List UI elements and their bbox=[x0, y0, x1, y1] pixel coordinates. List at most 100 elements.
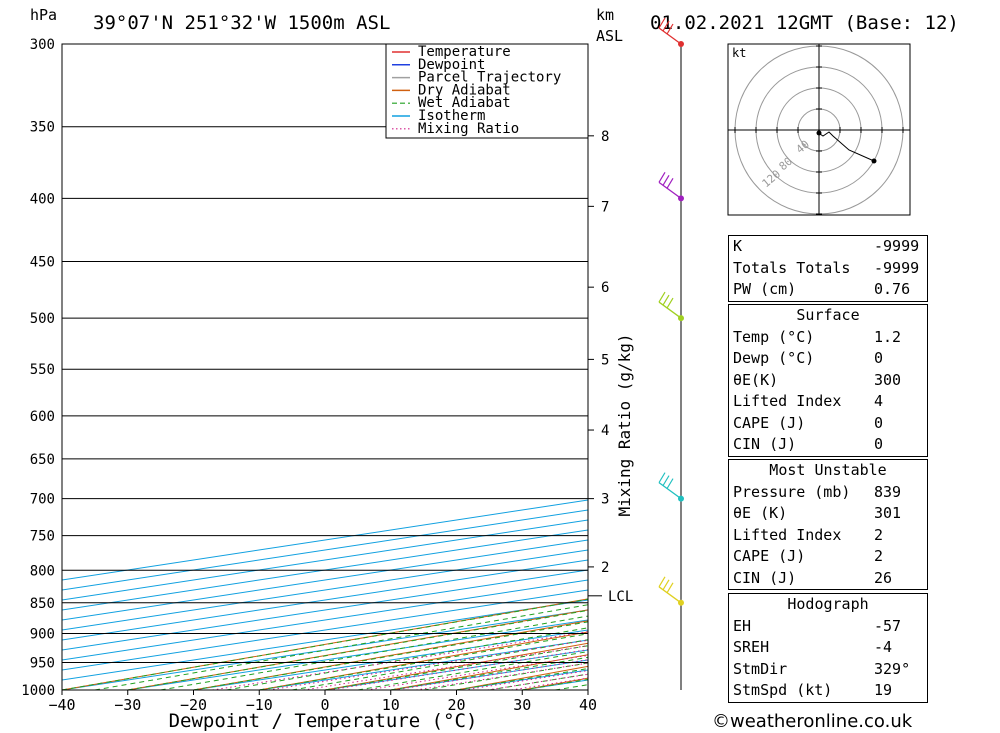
index-row: CAPE (J) 0 bbox=[729, 413, 927, 435]
legend-box bbox=[385, 43, 589, 139]
index-value: 2 bbox=[874, 525, 884, 544]
pressure-tick-label: 750 bbox=[30, 529, 55, 545]
plot-frame bbox=[61, 43, 589, 691]
isotherm-line bbox=[62, 559, 588, 641]
index-label: CIN (J) bbox=[733, 568, 797, 587]
index-label: StmSpd (kt) bbox=[733, 681, 833, 699]
wet-adiabat-line bbox=[193, 621, 588, 690]
lcl-label: LCL bbox=[608, 589, 633, 605]
wind-barb bbox=[658, 576, 682, 604]
index-label: CIN (J) bbox=[733, 435, 797, 453]
wind-barb-flag bbox=[662, 175, 670, 186]
axis-labels: 1234681016202530035040045050055060065070… bbox=[21, 37, 633, 714]
pressure-tick-label: 900 bbox=[30, 626, 55, 642]
asl-label: ASL bbox=[596, 27, 623, 45]
index-value: -57 bbox=[874, 616, 902, 635]
wind-barb-flag bbox=[658, 17, 666, 29]
pressure-tick-label: 450 bbox=[30, 255, 55, 271]
wind-barb-flag bbox=[662, 579, 670, 591]
index-row: EH -57 bbox=[729, 616, 927, 638]
dry-adiabat-line bbox=[193, 620, 588, 690]
x-tick-label: 20 bbox=[447, 696, 465, 714]
index-value: 1.2 bbox=[874, 327, 902, 346]
pressure-tick-label: 1000 bbox=[21, 683, 55, 699]
wind-barb-flag bbox=[658, 576, 666, 588]
most-unstable-title: Most Unstable bbox=[769, 461, 887, 479]
thermo-grid bbox=[62, 44, 1000, 690]
datetime-title: 01.02.2021 12GMT (Base: 12) bbox=[650, 12, 959, 34]
x-axis-title: Dewpoint / Temperature (°C) bbox=[169, 710, 478, 732]
legend-label: Isotherm bbox=[418, 108, 485, 124]
isotherm-line bbox=[62, 509, 588, 591]
wind-barb-shaft bbox=[658, 482, 682, 500]
x-tick-label: 10 bbox=[382, 696, 400, 714]
km-tick-label: 5 bbox=[601, 352, 609, 368]
index-value: 300 bbox=[874, 370, 902, 389]
wind-barb bbox=[658, 17, 682, 45]
index-row: StmDir 329° bbox=[729, 659, 927, 681]
dry-adiabat-line bbox=[983, 44, 1000, 690]
index-label: CAPE (J) bbox=[733, 413, 806, 432]
isotherm-line bbox=[62, 519, 588, 601]
index-row: Totals Totals -9999 bbox=[729, 258, 927, 280]
wet-adiabat-line bbox=[127, 609, 588, 690]
index-value: 0 bbox=[874, 349, 884, 367]
index-label: Totals Totals bbox=[733, 258, 851, 277]
index-row: CIN (J) 0 bbox=[729, 434, 927, 456]
index-label: CAPE (J) bbox=[733, 547, 806, 565]
km-tick-label: 3 bbox=[601, 492, 609, 508]
wind-barb-shaft bbox=[658, 181, 682, 199]
legend-label: Temperature bbox=[418, 44, 511, 60]
indices-panel-general: K -9999 Totals Totals -9999 PW (cm) 0.76 bbox=[728, 235, 928, 302]
km-label: km bbox=[596, 6, 614, 24]
indices-panel-surface: Surface Temp (°C) 1.2 Dewp (°C) 0 θE(K) 300 Li… bbox=[728, 304, 928, 457]
km-tick-label: 7 bbox=[601, 199, 609, 215]
index-row: K -9999 bbox=[729, 236, 927, 258]
index-value: 839 bbox=[874, 482, 902, 501]
index-value: 0 bbox=[874, 435, 884, 453]
index-value: -4 bbox=[874, 638, 893, 656]
index-label: Lifted Index bbox=[733, 392, 842, 410]
pressure-tick-label: 400 bbox=[30, 191, 55, 207]
isotherm-line bbox=[62, 529, 588, 611]
index-label: K bbox=[733, 237, 743, 255]
indices-panel-hodograph: Hodograph EH -57 SREH -4 StmDir 329° StmSpd (k… bbox=[728, 593, 928, 703]
x-tick-label: 40 bbox=[579, 696, 597, 714]
wind-barb-flag bbox=[658, 472, 666, 483]
legend-label: Dry Adiabat bbox=[418, 82, 511, 98]
index-row: SREH -4 bbox=[729, 637, 927, 659]
isotherm-line bbox=[62, 579, 588, 661]
isotherm-line bbox=[62, 549, 588, 631]
pressure-tick-label: 650 bbox=[30, 452, 55, 468]
index-row: θE(K) 300 bbox=[729, 370, 927, 392]
pressure-tick-label: 850 bbox=[30, 596, 55, 612]
legend-label: Wet Adiabat bbox=[418, 95, 511, 111]
wind-barb-flag bbox=[662, 475, 670, 486]
legend-label: Dewpoint bbox=[418, 57, 485, 73]
wind-barb-flag bbox=[662, 20, 670, 32]
index-label: Dewp (°C) bbox=[733, 349, 815, 367]
wind-barb-flag bbox=[658, 291, 666, 303]
wind-barb-flag bbox=[666, 582, 674, 594]
hodograph-title: Hodograph bbox=[787, 595, 869, 613]
hpa-label: hPa bbox=[30, 6, 57, 24]
index-row: Dewp (°C) 0 bbox=[729, 348, 927, 370]
wind-barb-flag bbox=[666, 297, 674, 309]
x-tick-label: 0 bbox=[320, 696, 329, 714]
index-label: Temp (°C) bbox=[733, 327, 815, 346]
hodograph-trace bbox=[816, 131, 875, 162]
legend-label: Mixing Ratio bbox=[418, 121, 519, 137]
legend-label: Parcel Trajectory bbox=[418, 70, 561, 86]
km-tick-label: 8 bbox=[601, 129, 609, 145]
pressure-tick-label: 600 bbox=[30, 409, 55, 425]
wind-barb bbox=[658, 172, 682, 199]
wet-adiabat-line bbox=[62, 598, 588, 690]
footer-copyright: ©weatheronline.co.uk bbox=[712, 711, 913, 732]
index-label: θE (K) bbox=[733, 504, 788, 522]
index-label: Pressure (mb) bbox=[733, 482, 851, 501]
y2-axis-title: Mixing Ratio (g/kg) bbox=[615, 333, 634, 516]
index-value: 4 bbox=[874, 392, 884, 410]
